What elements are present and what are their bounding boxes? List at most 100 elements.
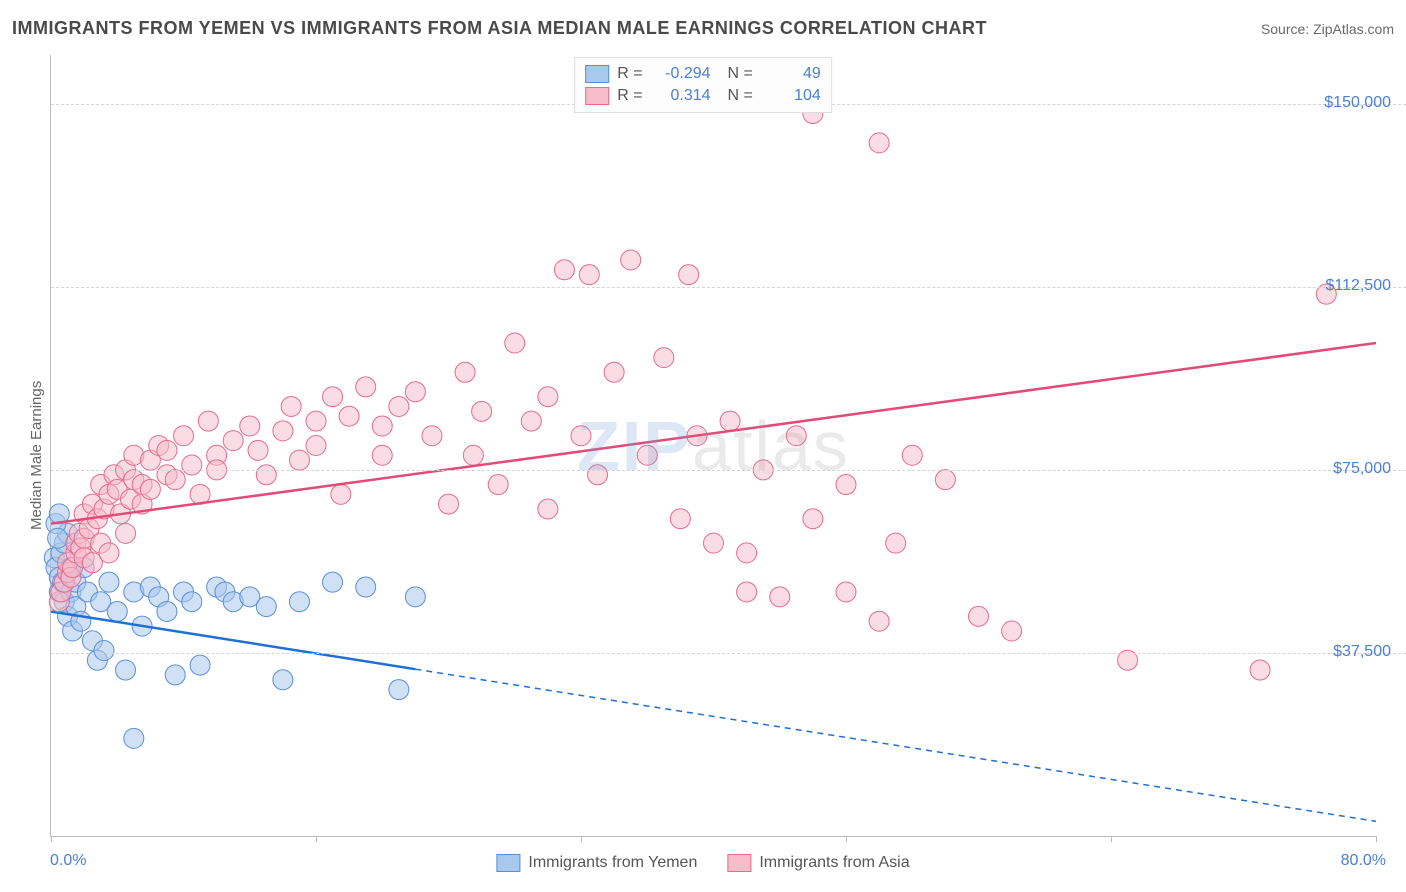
- legend-item: Immigrants from Yemen: [496, 854, 697, 872]
- data-point: [94, 641, 114, 661]
- data-point: [356, 577, 376, 597]
- y-tick-label: $112,500: [1325, 277, 1391, 295]
- data-point: [198, 411, 218, 431]
- data-point: [331, 484, 351, 504]
- x-axis-max: 80.0%: [1341, 852, 1386, 870]
- data-point: [323, 572, 343, 592]
- legend-swatch: [585, 65, 609, 83]
- data-point: [240, 416, 260, 436]
- data-point: [157, 601, 177, 621]
- data-point: [538, 387, 558, 407]
- data-point: [182, 455, 202, 475]
- data-point: [488, 475, 508, 495]
- data-point: [223, 431, 243, 451]
- data-point: [1002, 621, 1022, 641]
- data-point: [670, 509, 690, 529]
- data-point: [579, 265, 599, 285]
- x-tick: [846, 836, 847, 842]
- data-point: [389, 680, 409, 700]
- r-value: -0.294: [651, 65, 711, 83]
- data-point: [679, 265, 699, 285]
- data-point: [654, 348, 674, 368]
- data-point: [372, 416, 392, 436]
- data-point: [422, 426, 442, 446]
- data-point: [604, 362, 624, 382]
- data-point: [323, 387, 343, 407]
- y-tick-label: $150,000: [1324, 94, 1391, 112]
- data-point: [99, 572, 119, 592]
- data-point: [116, 523, 136, 543]
- data-point: [737, 543, 757, 563]
- legend-row: R = -0.294 N = 49: [585, 63, 821, 85]
- data-point: [969, 606, 989, 626]
- legend-swatch: [496, 854, 520, 872]
- series-legend: Immigrants from Yemen Immigrants from As…: [496, 854, 909, 872]
- data-point: [869, 611, 889, 631]
- data-point: [273, 421, 293, 441]
- data-point: [116, 660, 136, 680]
- data-point: [281, 396, 301, 416]
- x-tick: [581, 836, 582, 842]
- data-point: [389, 396, 409, 416]
- data-point: [48, 528, 68, 548]
- data-point: [174, 426, 194, 446]
- legend-swatch: [585, 87, 609, 105]
- data-point: [737, 582, 757, 602]
- n-value: 104: [761, 87, 821, 105]
- data-point: [720, 411, 740, 431]
- legend-label: Immigrants from Yemen: [528, 854, 697, 872]
- data-point: [140, 479, 160, 499]
- data-point: [306, 411, 326, 431]
- x-tick: [1376, 836, 1377, 842]
- data-point: [306, 436, 326, 456]
- data-point: [621, 250, 641, 270]
- data-point: [356, 377, 376, 397]
- data-point: [935, 470, 955, 490]
- x-tick: [316, 836, 317, 842]
- data-point: [405, 587, 425, 607]
- n-value: 49: [761, 65, 821, 83]
- data-point: [1250, 660, 1270, 680]
- r-value: 0.314: [651, 87, 711, 105]
- data-point: [455, 362, 475, 382]
- legend-label: Immigrants from Asia: [759, 854, 909, 872]
- r-label: R =: [617, 87, 642, 105]
- gridline: [51, 653, 1406, 654]
- legend-item: Immigrants from Asia: [727, 854, 909, 872]
- data-point: [439, 494, 459, 514]
- data-point: [770, 587, 790, 607]
- source-label: Source: ZipAtlas.com: [1261, 21, 1394, 37]
- data-point: [505, 333, 525, 353]
- data-point: [637, 445, 657, 465]
- data-point: [786, 426, 806, 446]
- data-point: [538, 499, 558, 519]
- data-point: [289, 592, 309, 612]
- data-point: [339, 406, 359, 426]
- data-point: [803, 509, 823, 529]
- x-tick: [1111, 836, 1112, 842]
- data-point: [902, 445, 922, 465]
- legend-swatch: [727, 854, 751, 872]
- data-point: [869, 133, 889, 153]
- data-point: [521, 411, 541, 431]
- data-point: [571, 426, 591, 446]
- data-point: [99, 543, 119, 563]
- data-point: [554, 260, 574, 280]
- x-tick: [51, 836, 52, 842]
- data-point: [836, 582, 856, 602]
- data-point: [886, 533, 906, 553]
- data-point: [182, 592, 202, 612]
- data-point: [704, 533, 724, 553]
- data-point: [405, 382, 425, 402]
- r-label: R =: [617, 65, 642, 83]
- gridline: [51, 287, 1406, 288]
- data-point: [836, 475, 856, 495]
- data-point: [372, 445, 392, 465]
- chart-title: IMMIGRANTS FROM YEMEN VS IMMIGRANTS FROM…: [12, 18, 987, 39]
- data-point: [463, 445, 483, 465]
- n-label: N =: [719, 65, 753, 83]
- y-axis-label: Median Male Earnings: [28, 381, 45, 530]
- trend-line-dashed: [415, 669, 1376, 821]
- correlation-legend: R = -0.294 N = 49 R = 0.314 N = 104: [574, 57, 832, 113]
- chart-plot-area: ZIPatlas: [50, 55, 1376, 837]
